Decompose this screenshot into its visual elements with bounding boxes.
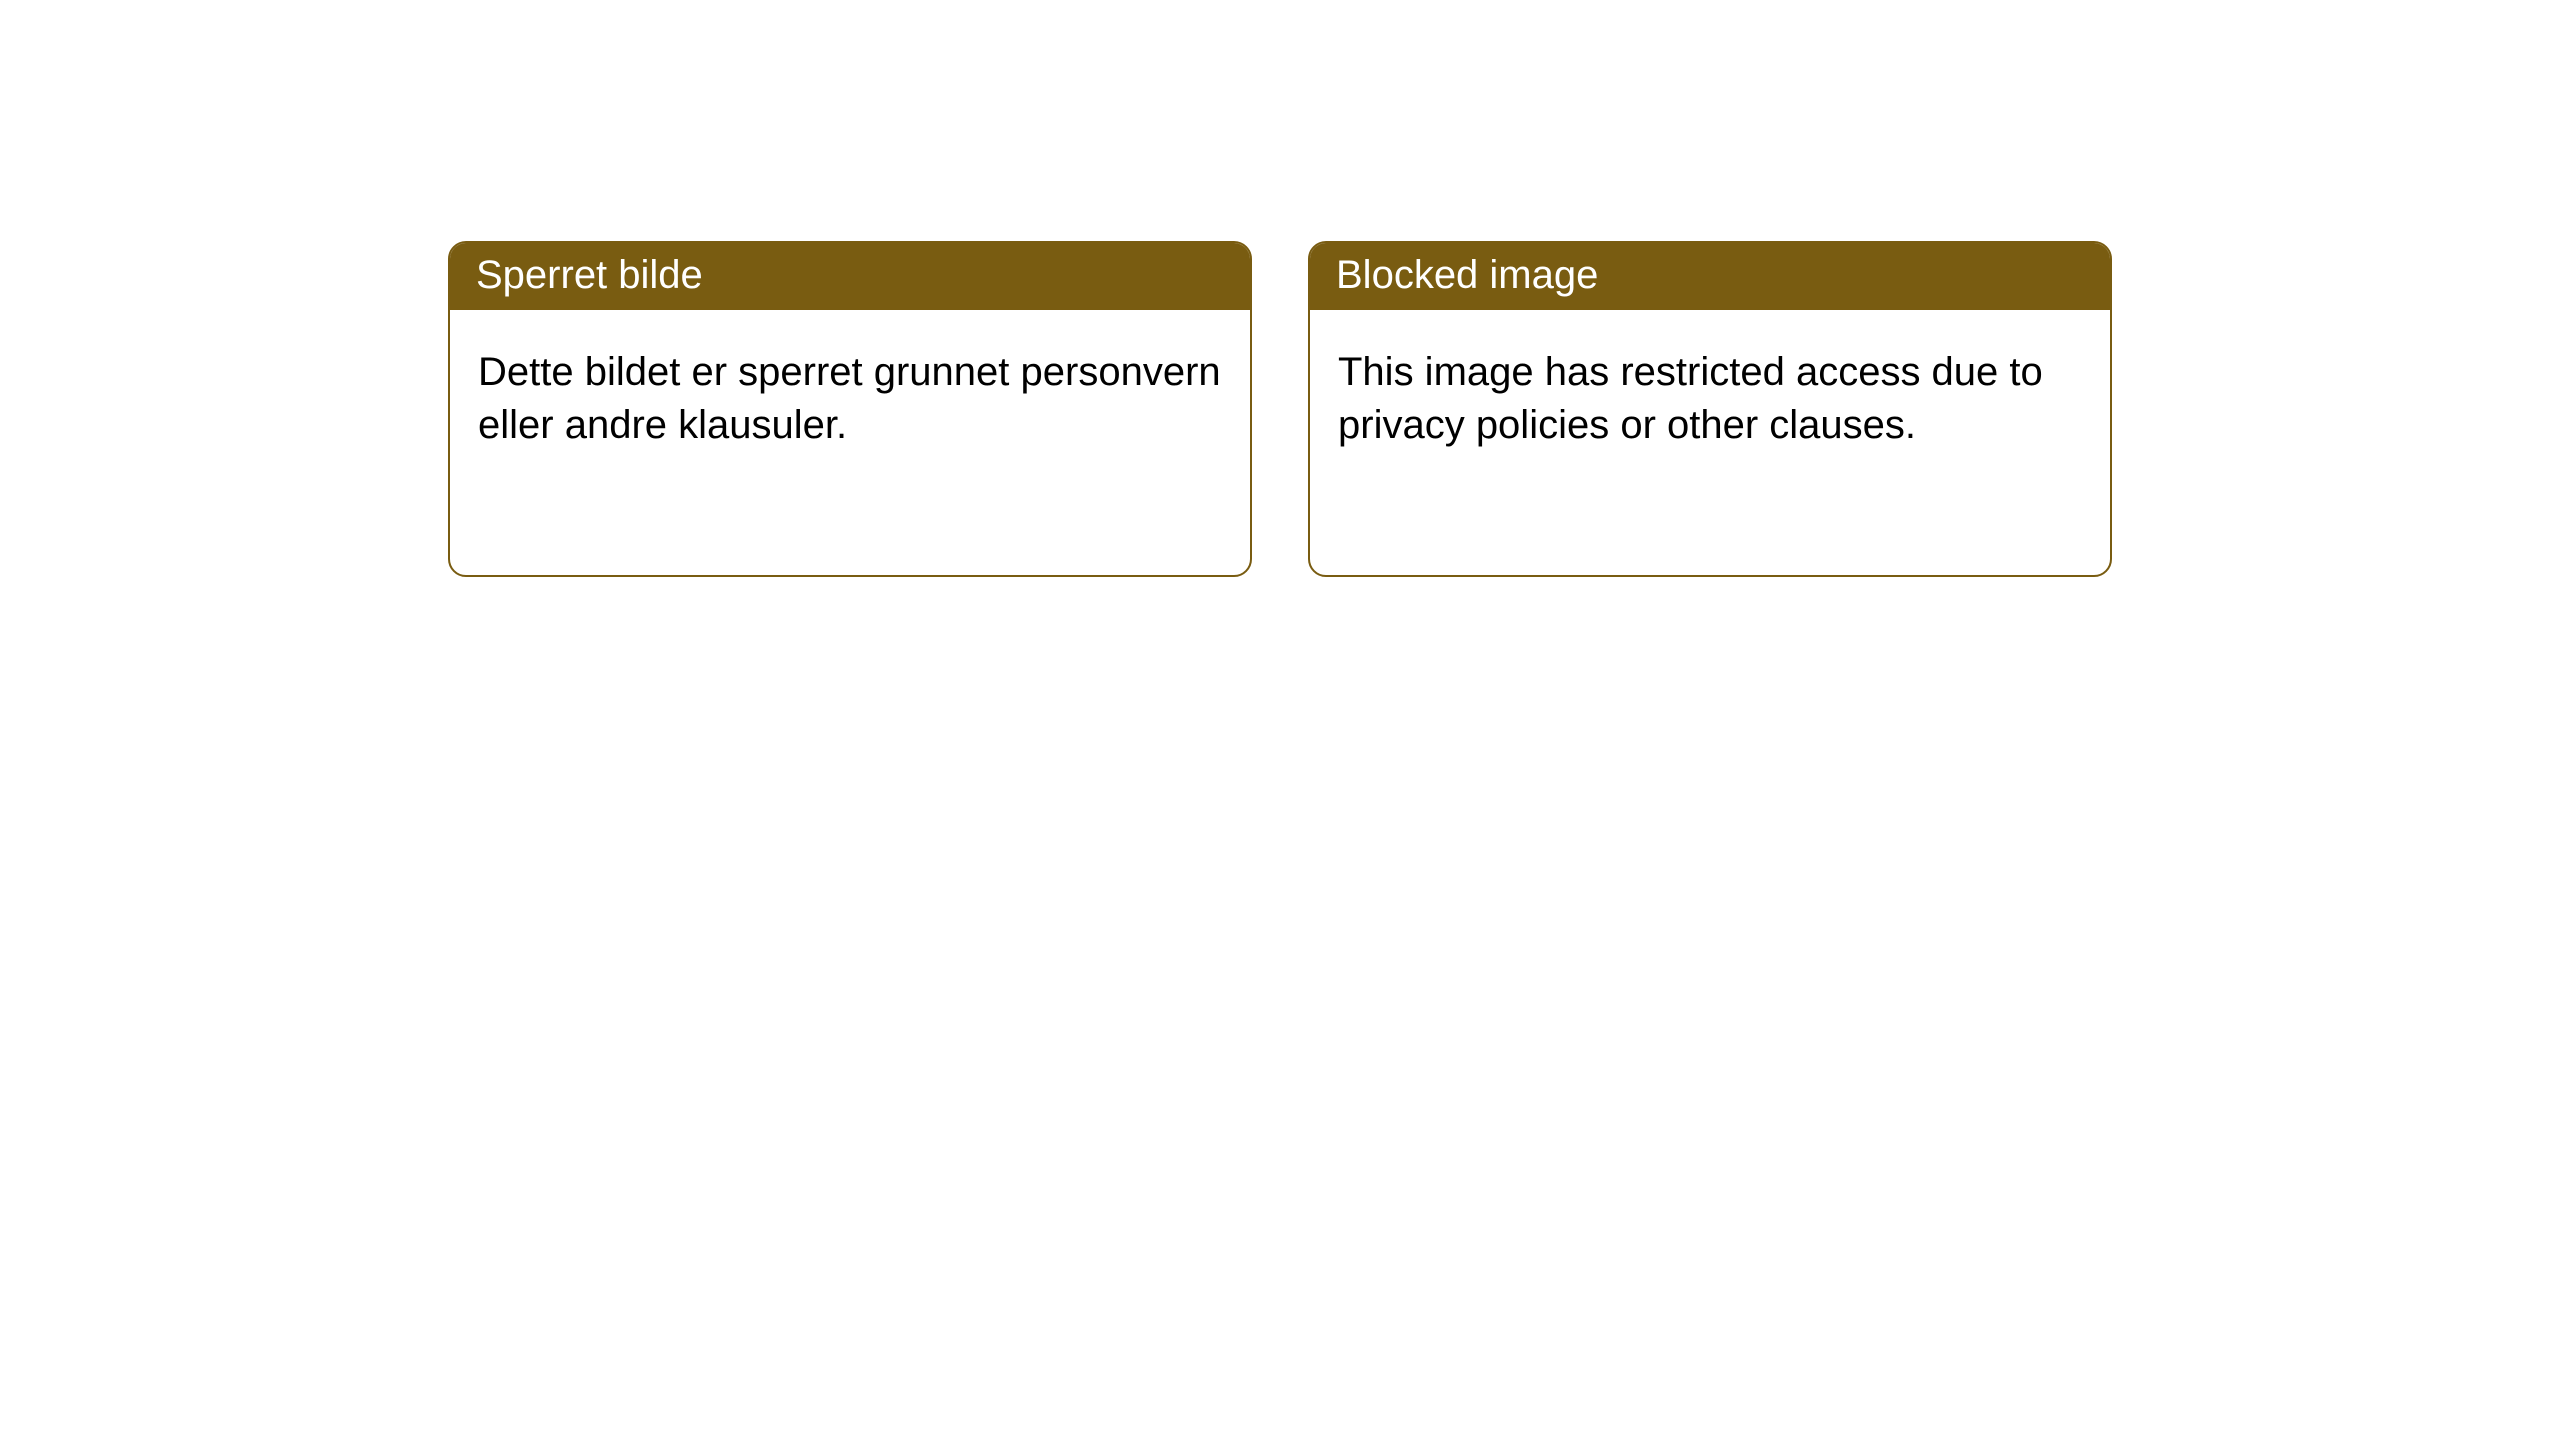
card-body-text: This image has restricted access due to …	[1338, 350, 2043, 447]
card-body: This image has restricted access due to …	[1310, 310, 2110, 488]
card-title: Sperret bilde	[476, 253, 703, 297]
card-header: Sperret bilde	[450, 243, 1250, 310]
card-title: Blocked image	[1336, 253, 1598, 297]
card-body: Dette bildet er sperret grunnet personve…	[450, 310, 1250, 488]
card-container: Sperret bilde Dette bildet er sperret gr…	[0, 0, 2560, 577]
blocked-image-card-no: Sperret bilde Dette bildet er sperret gr…	[448, 241, 1252, 577]
blocked-image-card-en: Blocked image This image has restricted …	[1308, 241, 2112, 577]
card-header: Blocked image	[1310, 243, 2110, 310]
card-body-text: Dette bildet er sperret grunnet personve…	[478, 350, 1221, 447]
